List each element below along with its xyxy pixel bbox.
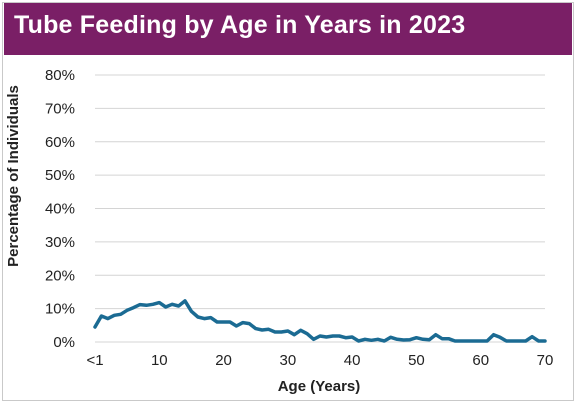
y-axis-ticks: 0% 10% 20% 30% 40% 50% 60% 70% 80% — [45, 67, 75, 351]
x-tick-label: 40 — [344, 352, 361, 369]
y-tick-label: 50% — [45, 167, 75, 184]
y-tick-label: 60% — [45, 134, 75, 151]
y-tick-label: 80% — [45, 67, 75, 84]
x-tick-label: 30 — [280, 352, 297, 369]
y-tick-label: 40% — [45, 201, 75, 218]
x-tick-label: 20 — [215, 352, 232, 369]
y-tick-label: 10% — [45, 301, 75, 318]
y-tick-label: 20% — [45, 267, 75, 284]
x-tick-label: 50 — [408, 352, 425, 369]
x-tick-label: 70 — [537, 352, 554, 369]
gridlines — [95, 74, 545, 343]
chart-title: Tube Feeding by Age in Years in 2023 — [14, 11, 466, 39]
x-tick-label: <1 — [86, 352, 103, 369]
title-bar: Tube Feeding by Age in Years in 2023 — [4, 3, 572, 55]
x-tick-label: 10 — [151, 352, 168, 369]
x-axis-ticks: <1 10 20 30 40 50 60 70 — [86, 352, 553, 369]
y-tick-label: 0% — [53, 334, 75, 351]
y-tick-label: 70% — [45, 100, 75, 117]
chart-frame — [2, 2, 574, 401]
x-axis-label: Age (Years) — [278, 378, 361, 395]
y-tick-label: 30% — [45, 234, 75, 251]
series-line — [93, 299, 547, 343]
x-tick-label: 60 — [472, 352, 489, 369]
y-axis-label: Percentage of Individuals — [5, 85, 22, 267]
